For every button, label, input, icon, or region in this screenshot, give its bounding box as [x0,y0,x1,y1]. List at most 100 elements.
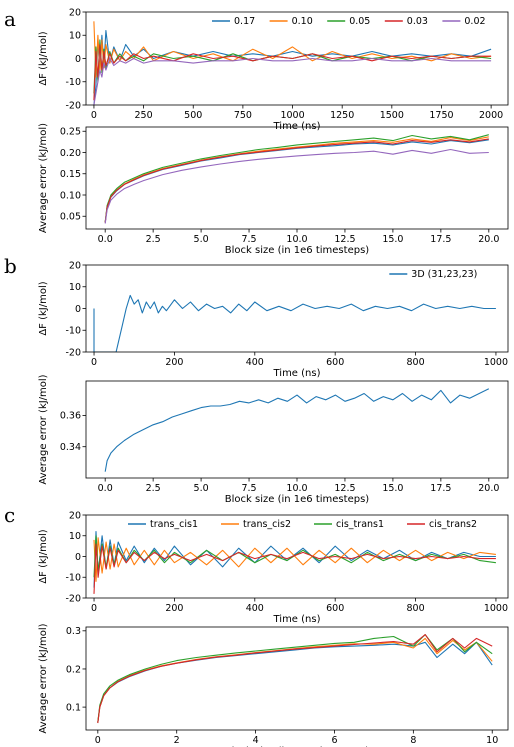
series-line-0 [104,388,490,472]
x-tick-label: 0 [91,357,97,368]
legend-label: trans_cis1 [150,519,198,530]
x-tick-label: 17.5 [430,234,451,245]
chart-4: 0 200 400 600 800 1000 -20 -10 0 10 20 Time (ns) ΔF … [38,510,509,625]
x-tick-label: 800 [406,357,424,368]
x-tick-label: 1250 [330,110,354,121]
x-tick-label: 5.0 [194,483,209,494]
x-tick-label: 6 [331,735,337,746]
x-tick-label: 15.0 [382,234,403,245]
series-line-1 [93,21,492,78]
x-axis-label: Time (ns) [272,368,320,379]
x-tick-label: 200 [165,603,183,614]
plot-frame [85,126,509,230]
series-line-3 [93,43,492,101]
y-axis-label: Average error (kJ/mol) [38,123,49,233]
legend: 0.17 0.10 0.05 0.03 0.02 [212,16,486,27]
panel-letter-c: c [4,503,15,527]
x-tick-label: 20.0 [478,483,499,494]
y-tick-label: 0 [75,304,81,315]
y-tick-label: 0.05 [60,212,81,223]
y-tick-label: 10 [69,531,81,542]
series-group [93,531,496,594]
series-line-4 [104,148,489,224]
x-tick-label: 17.5 [430,483,451,494]
series-line-3 [104,138,489,223]
y-tick-label: -10 [65,326,81,337]
series-line-4 [93,57,492,105]
y-tick-label: 0.1 [66,702,81,713]
panel-letter-a: a [4,7,16,31]
series-line-2 [93,39,492,94]
x-tick-label: 20.0 [478,234,499,245]
plots-layer: 0 250 500 750 1000 1250 1500 1750 2000-20-100102… [38,7,509,747]
y-axis-label: Average error (kJ/mol) [38,623,49,733]
chart-0: 0 250 500 750 1000 1250 1500 1750 2000 -20 -10 0 10 2… [38,7,509,132]
x-tick-label: 7.5 [241,483,256,494]
x-axis-label: Block size (in 1e6 timesteps) [225,494,369,505]
x-tick-label: 2.5 [146,483,161,494]
x-tick-label: 10 [486,735,498,746]
series-line-0 [93,30,492,105]
y-tick-label: 10 [69,31,81,42]
x-tick-label: 800 [406,603,424,614]
x-tick-label: 0.0 [98,234,113,245]
legend-label: cis_trans2 [429,519,477,530]
y-tick-label: 20 [69,7,81,18]
y-tick-label: 0.15 [60,169,81,180]
legend-label: 3D (31,23,23) [411,269,477,280]
y-tick-label: -10 [65,573,81,584]
plot-frame [85,626,509,731]
series-line-0 [104,139,489,223]
series-group [97,634,493,724]
x-tick-label: 15.0 [382,483,403,494]
x-tick-label: 0.0 [98,483,113,494]
y-tick-label: 10 [69,282,81,293]
x-tick-label: 1000 [484,603,508,614]
x-axis-label: Time (ns) [272,614,320,625]
y-tick-label: -10 [65,77,81,88]
legend-label: 0.17 [234,16,255,27]
x-tick-label: 12.5 [334,234,355,245]
series-line-3 [93,543,496,594]
x-tick-label: 400 [246,603,264,614]
x-tick-label: 0 [91,603,97,614]
x-tick-label: 200 [165,357,183,368]
series-line-0 [93,531,496,588]
x-tick-label: 250 [135,110,153,121]
y-tick-label: 0.34 [60,442,81,453]
x-axis-label: Time (ns) [272,121,320,132]
y-tick-label: 0.20 [60,148,81,159]
series-line-0 [93,294,496,352]
series-line-1 [93,537,496,582]
x-axis-label: Block size (in 1e6 timesteps) [225,245,369,256]
series-line-1 [97,637,493,723]
x-tick-label: 4 [253,735,259,746]
x-tick-label: 2000 [479,110,503,121]
chart-2: 0 200 400 600 800 1000 -20 -10 0 10 20 Time (ns) ΔF … [38,260,509,379]
legend-label: 0.02 [464,16,485,27]
x-tick-label: 600 [326,603,344,614]
y-tick-label: 0 [75,54,81,65]
series-line-2 [97,634,493,723]
x-tick-label: 2.5 [146,234,161,245]
x-tick-label: 1500 [380,110,404,121]
y-tick-label: 0.25 [60,127,81,138]
legend-label: 0.03 [407,16,428,27]
chart-3: 0.0 2.5 5.0 7.5 10.0 12.5 15.0 17.5 20.0 0.34 0.36… [38,374,509,505]
series-group [93,294,496,352]
x-tick-label: 500 [184,110,202,121]
x-tick-label: 750 [234,110,252,121]
x-tick-label: 600 [326,357,344,368]
x-tick-label: 1750 [429,110,453,121]
legend-label: trans_cis2 [243,519,291,530]
y-tick-label: 20 [69,260,81,271]
y-tick-label: 0.10 [60,190,81,201]
x-tick-label: 7.5 [241,234,256,245]
y-tick-label: -20 [65,347,81,358]
x-tick-label: 12.5 [334,483,355,494]
y-tick-label: -20 [65,100,81,111]
y-tick-label: 20 [69,510,81,521]
x-tick-label: 5.0 [194,234,209,245]
